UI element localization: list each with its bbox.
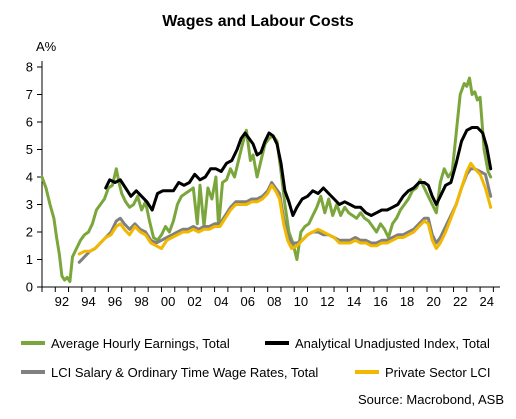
x-tick-label: 10 [294,294,308,309]
x-tick-label: 96 [108,294,122,309]
x-tick-label: 92 [55,294,69,309]
x-tick-label: 02 [187,294,201,309]
y-tick-label: 8 [26,60,33,75]
x-tick-label: 12 [320,294,334,309]
x-tick-label: 18 [400,294,414,309]
x-tick-label: 04 [214,294,228,309]
series-line-4 [77,161,493,256]
y-tick-label: 4 [26,170,33,185]
x-tick-label: 94 [81,294,95,309]
y-tick-label: 2 [26,225,33,240]
chart-title: Wages and Labour Costs [162,13,354,30]
legend-label-3: LCI Salary & Ordinary Time Wage Rates, T… [51,365,318,380]
x-tick-label: 14 [347,294,361,309]
legend-label-2: Analytical Unadjusted Index, Total [295,336,490,351]
x-tick-label: 16 [373,294,387,309]
y-tick-label: 0 [26,280,33,295]
x-tick-label: 22 [453,294,467,309]
legend-label-4: Private Sector LCI [385,365,491,380]
y-axis-label: A% [36,39,57,54]
x-tick-label: 06 [241,294,255,309]
y-tick-label: 7 [26,87,33,102]
y-tick-label: 6 [26,115,33,130]
x-tick-label: 98 [134,294,148,309]
x-tick-label: 00 [161,294,175,309]
x-tick-label: 08 [267,294,281,309]
legend-label-1: Average Hourly Earnings, Total [51,336,230,351]
series-line-2 [104,126,493,217]
y-tick-label: 5 [26,142,33,157]
y-tick-label: 3 [26,197,33,212]
x-tick-label: 20 [426,294,440,309]
source-note: Source: Macrobond, ASB [358,392,504,407]
y-tick-label: 1 [26,252,33,267]
x-tick-label: 24 [479,294,493,309]
